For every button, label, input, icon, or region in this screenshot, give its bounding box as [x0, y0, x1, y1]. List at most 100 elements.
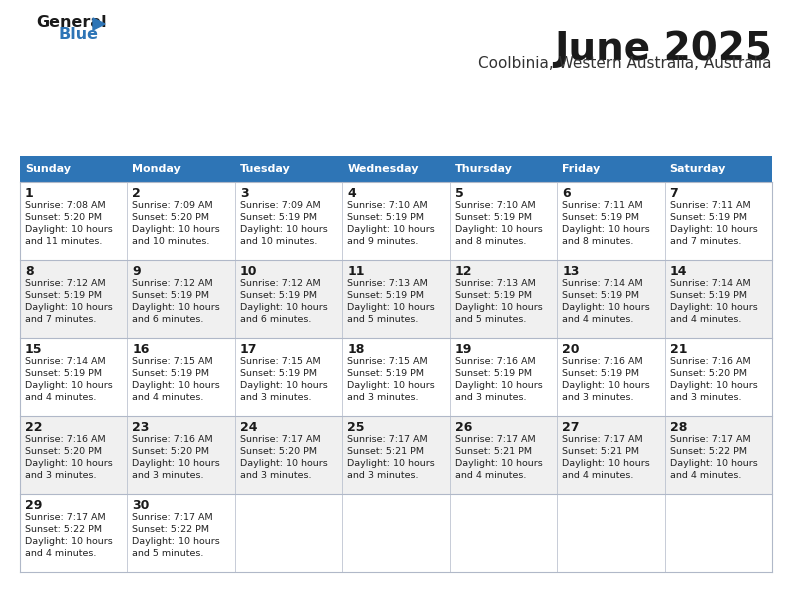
Text: Daylight: 10 hours: Daylight: 10 hours: [562, 303, 650, 312]
Text: and 4 minutes.: and 4 minutes.: [455, 471, 526, 480]
Text: and 4 minutes.: and 4 minutes.: [562, 471, 634, 480]
Text: 22: 22: [25, 421, 43, 434]
Text: Daylight: 10 hours: Daylight: 10 hours: [455, 459, 543, 468]
Text: 25: 25: [347, 421, 365, 434]
Text: Sunrise: 7:15 AM: Sunrise: 7:15 AM: [132, 357, 213, 366]
Text: Daylight: 10 hours: Daylight: 10 hours: [347, 381, 435, 390]
Text: Sunset: 5:20 PM: Sunset: 5:20 PM: [669, 369, 747, 378]
Text: 18: 18: [347, 343, 364, 356]
Text: Sunrise: 7:13 AM: Sunrise: 7:13 AM: [347, 279, 428, 288]
Bar: [20, 416, 772, 494]
Text: General: General: [36, 15, 107, 30]
Text: Sunset: 5:20 PM: Sunset: 5:20 PM: [25, 213, 102, 222]
Text: Sunrise: 7:17 AM: Sunrise: 7:17 AM: [562, 435, 643, 444]
Text: Sunrise: 7:11 AM: Sunrise: 7:11 AM: [562, 201, 643, 210]
Text: Sunday: Sunday: [25, 164, 71, 174]
Text: Sunrise: 7:17 AM: Sunrise: 7:17 AM: [455, 435, 535, 444]
Text: 1: 1: [25, 187, 34, 200]
Text: Sunrise: 7:13 AM: Sunrise: 7:13 AM: [455, 279, 535, 288]
Text: Daylight: 10 hours: Daylight: 10 hours: [132, 537, 220, 546]
Text: 19: 19: [455, 343, 472, 356]
Text: and 3 minutes.: and 3 minutes.: [669, 393, 741, 402]
Text: Sunrise: 7:14 AM: Sunrise: 7:14 AM: [669, 279, 750, 288]
Bar: [20, 260, 772, 338]
Text: and 11 minutes.: and 11 minutes.: [25, 237, 102, 246]
Text: and 4 minutes.: and 4 minutes.: [132, 393, 204, 402]
Text: 12: 12: [455, 265, 472, 278]
Text: Sunset: 5:19 PM: Sunset: 5:19 PM: [562, 291, 639, 300]
Text: 5: 5: [455, 187, 463, 200]
Text: Wednesday: Wednesday: [347, 164, 419, 174]
Text: Sunset: 5:22 PM: Sunset: 5:22 PM: [132, 525, 209, 534]
Text: Sunrise: 7:11 AM: Sunrise: 7:11 AM: [669, 201, 750, 210]
Text: Sunrise: 7:09 AM: Sunrise: 7:09 AM: [240, 201, 321, 210]
Text: Daylight: 10 hours: Daylight: 10 hours: [347, 303, 435, 312]
Text: and 6 minutes.: and 6 minutes.: [132, 315, 204, 324]
Text: and 10 minutes.: and 10 minutes.: [132, 237, 210, 246]
Text: 16: 16: [132, 343, 150, 356]
Text: 8: 8: [25, 265, 33, 278]
Text: 2: 2: [132, 187, 141, 200]
Text: 20: 20: [562, 343, 580, 356]
Text: Sunset: 5:19 PM: Sunset: 5:19 PM: [132, 291, 209, 300]
Text: Sunrise: 7:08 AM: Sunrise: 7:08 AM: [25, 201, 105, 210]
Text: Sunrise: 7:16 AM: Sunrise: 7:16 AM: [669, 357, 750, 366]
Text: Daylight: 10 hours: Daylight: 10 hours: [455, 225, 543, 234]
Text: Sunset: 5:21 PM: Sunset: 5:21 PM: [562, 447, 639, 456]
Text: Sunrise: 7:16 AM: Sunrise: 7:16 AM: [455, 357, 535, 366]
Text: 4: 4: [347, 187, 356, 200]
Text: and 5 minutes.: and 5 minutes.: [132, 549, 204, 558]
Text: Daylight: 10 hours: Daylight: 10 hours: [132, 225, 220, 234]
Text: and 3 minutes.: and 3 minutes.: [347, 471, 419, 480]
Text: Sunset: 5:19 PM: Sunset: 5:19 PM: [455, 291, 531, 300]
Polygon shape: [93, 18, 105, 30]
Text: Sunset: 5:20 PM: Sunset: 5:20 PM: [25, 447, 102, 456]
Text: and 3 minutes.: and 3 minutes.: [240, 393, 311, 402]
Text: Sunrise: 7:12 AM: Sunrise: 7:12 AM: [240, 279, 321, 288]
Text: Daylight: 10 hours: Daylight: 10 hours: [132, 303, 220, 312]
Text: Sunrise: 7:16 AM: Sunrise: 7:16 AM: [132, 435, 213, 444]
Text: and 5 minutes.: and 5 minutes.: [347, 315, 419, 324]
Text: Sunset: 5:20 PM: Sunset: 5:20 PM: [240, 447, 317, 456]
Text: Friday: Friday: [562, 164, 600, 174]
Text: Sunrise: 7:17 AM: Sunrise: 7:17 AM: [347, 435, 428, 444]
Text: Sunset: 5:19 PM: Sunset: 5:19 PM: [240, 291, 317, 300]
Text: Daylight: 10 hours: Daylight: 10 hours: [25, 225, 112, 234]
Text: and 4 minutes.: and 4 minutes.: [669, 471, 741, 480]
Text: Sunrise: 7:10 AM: Sunrise: 7:10 AM: [347, 201, 428, 210]
Text: Sunrise: 7:16 AM: Sunrise: 7:16 AM: [25, 435, 105, 444]
Text: 26: 26: [455, 421, 472, 434]
Text: Sunset: 5:22 PM: Sunset: 5:22 PM: [669, 447, 747, 456]
Text: 28: 28: [669, 421, 687, 434]
Text: and 7 minutes.: and 7 minutes.: [25, 315, 97, 324]
Text: and 4 minutes.: and 4 minutes.: [25, 549, 97, 558]
Text: Sunset: 5:19 PM: Sunset: 5:19 PM: [240, 369, 317, 378]
Text: Blue: Blue: [58, 27, 98, 42]
Text: Daylight: 10 hours: Daylight: 10 hours: [669, 459, 757, 468]
Text: Daylight: 10 hours: Daylight: 10 hours: [25, 537, 112, 546]
Text: Thursday: Thursday: [455, 164, 512, 174]
Text: 30: 30: [132, 499, 150, 512]
Text: Saturday: Saturday: [669, 164, 726, 174]
Text: Daylight: 10 hours: Daylight: 10 hours: [562, 459, 650, 468]
Text: Sunset: 5:21 PM: Sunset: 5:21 PM: [455, 447, 531, 456]
Text: Sunrise: 7:15 AM: Sunrise: 7:15 AM: [240, 357, 321, 366]
Text: Sunrise: 7:17 AM: Sunrise: 7:17 AM: [132, 513, 213, 522]
Text: Daylight: 10 hours: Daylight: 10 hours: [455, 303, 543, 312]
Text: Sunrise: 7:14 AM: Sunrise: 7:14 AM: [562, 279, 643, 288]
Bar: [20, 338, 772, 416]
Text: Sunrise: 7:17 AM: Sunrise: 7:17 AM: [240, 435, 321, 444]
Text: Sunrise: 7:17 AM: Sunrise: 7:17 AM: [25, 513, 105, 522]
Text: Sunset: 5:21 PM: Sunset: 5:21 PM: [347, 447, 425, 456]
Bar: [20, 182, 772, 260]
Text: and 5 minutes.: and 5 minutes.: [455, 315, 526, 324]
Text: Sunrise: 7:10 AM: Sunrise: 7:10 AM: [455, 201, 535, 210]
Text: 27: 27: [562, 421, 580, 434]
Text: 11: 11: [347, 265, 365, 278]
Text: and 6 minutes.: and 6 minutes.: [240, 315, 311, 324]
Text: and 3 minutes.: and 3 minutes.: [347, 393, 419, 402]
Text: 29: 29: [25, 499, 43, 512]
Text: Sunset: 5:19 PM: Sunset: 5:19 PM: [347, 213, 425, 222]
Text: Sunset: 5:19 PM: Sunset: 5:19 PM: [25, 291, 102, 300]
Text: Sunset: 5:19 PM: Sunset: 5:19 PM: [669, 213, 747, 222]
